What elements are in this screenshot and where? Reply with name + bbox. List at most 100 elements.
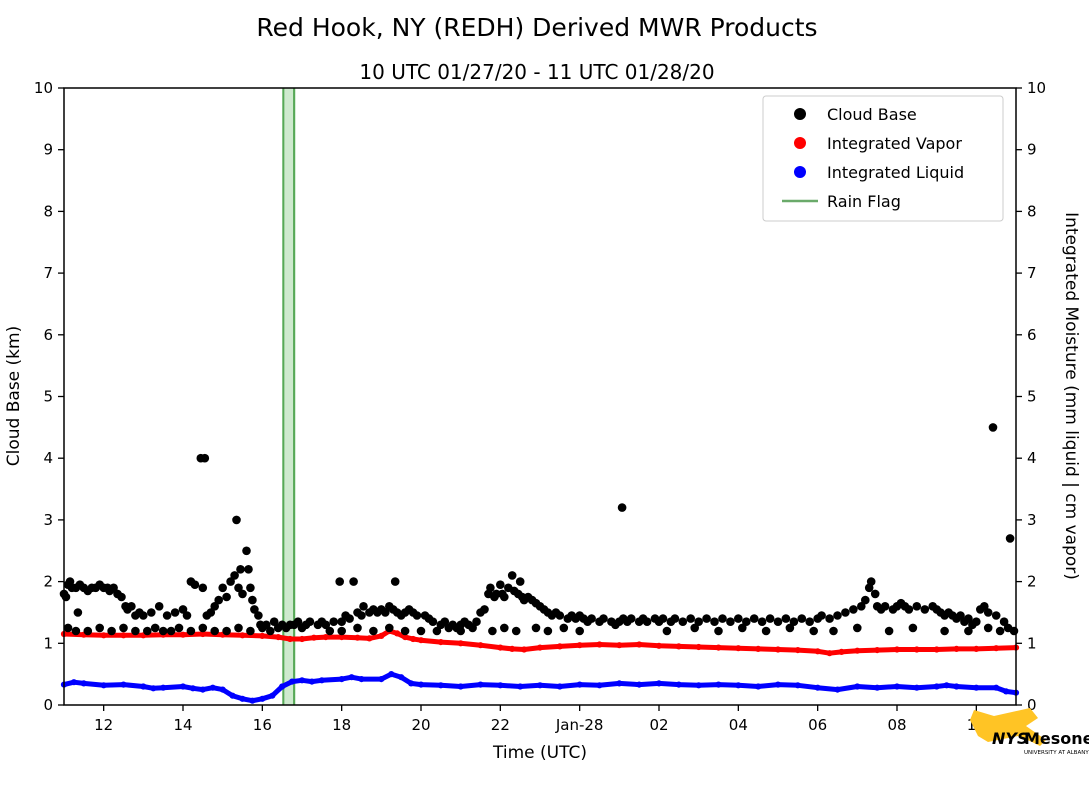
data-point	[179, 631, 187, 638]
cloud-base-point	[337, 626, 347, 636]
data-point	[249, 697, 256, 704]
cloud-base-point	[190, 580, 200, 589]
legend-box	[762, 95, 1004, 222]
y-left-tick-label: 9	[43, 141, 53, 159]
data-point	[675, 681, 682, 688]
cloud-base-point	[757, 617, 767, 626]
data-point	[394, 630, 401, 637]
cloud-base-point	[440, 617, 450, 626]
data-point	[576, 681, 583, 688]
integrated-vapor-marker-icon	[794, 137, 806, 149]
y-axis-left-label: Cloud Base (km)	[4, 326, 24, 466]
cloud-base-point	[139, 611, 148, 620]
data-point	[310, 634, 317, 641]
cloud-base-point	[186, 626, 196, 636]
cloud-base-point	[218, 583, 227, 593]
y-left-tick-label: 5	[43, 388, 53, 406]
data-point	[874, 647, 881, 654]
data-point	[189, 685, 196, 692]
data-point	[199, 630, 206, 638]
legend-item-rain-flag: Rain Flag	[782, 192, 901, 211]
cloud-base-point	[198, 583, 208, 593]
y-right-tick-label: 7	[1027, 264, 1037, 282]
cloud-base-point	[200, 453, 210, 463]
cloud-base-point	[63, 623, 73, 633]
data-point	[933, 683, 940, 690]
cloud-base-point	[559, 623, 569, 633]
cloud-base-point	[825, 614, 834, 623]
cloud-base-point	[131, 626, 140, 636]
cloud-base-point	[107, 626, 116, 636]
cloud-base-point	[349, 577, 358, 586]
cloud-base-point	[416, 626, 426, 636]
cloud-base-point	[543, 626, 553, 636]
legend: Cloud Base Integrated Vapor Integrated L…	[762, 95, 1004, 222]
cloud-base-point	[238, 589, 247, 599]
cloud-base-point	[861, 595, 870, 605]
cloud-base-point	[829, 626, 838, 636]
cloud-base-point	[781, 614, 791, 623]
x-tick-label: 06	[808, 716, 827, 734]
data-point	[322, 634, 329, 641]
data-point	[259, 695, 266, 702]
data-point	[199, 686, 206, 693]
logo-mesonet-text: Mesonet	[1024, 729, 1089, 748]
cloud-base-point	[773, 617, 783, 626]
y-right-tick-label: 10	[1027, 79, 1046, 97]
cloud-base-point	[246, 626, 255, 636]
cloud-base-point	[150, 623, 160, 633]
data-point	[735, 645, 742, 652]
data-point	[417, 681, 425, 688]
cloud-base-point	[61, 592, 71, 602]
y-left-tick-label: 2	[43, 573, 53, 591]
cloud-base-point	[761, 626, 771, 636]
cloud-base-point	[575, 626, 584, 636]
data-point	[1003, 688, 1010, 695]
cloud-base-point	[710, 617, 719, 626]
x-tick-label: 14	[173, 716, 192, 734]
data-point	[408, 680, 415, 687]
y-axis-right-label: Integrated Moisture (mm liquid | cm vapo…	[1061, 212, 1081, 580]
cloud-base-point	[329, 617, 339, 626]
data-point	[616, 680, 623, 687]
integrated-vapor-series	[60, 627, 1020, 657]
cloud-base-point	[412, 611, 422, 620]
cloud-base-point	[956, 611, 965, 620]
data-point	[120, 681, 127, 688]
data-point	[814, 648, 821, 655]
logo-nys-text: NYS	[992, 729, 1029, 748]
cloud-base-point	[983, 608, 993, 617]
data-point	[287, 635, 294, 643]
cloud-base-point	[817, 611, 826, 620]
rain-flag-rect	[282, 88, 296, 705]
cloud-base-point	[154, 602, 164, 611]
integrated-liquid-marker-icon	[794, 166, 806, 178]
cloud-base-point	[337, 617, 347, 626]
cloud-base-point	[662, 626, 672, 636]
legend-label-integrated-vapor: Integrated Vapor	[827, 134, 962, 153]
cloud-base-point	[325, 626, 335, 636]
data-point	[636, 641, 643, 648]
data-point	[100, 682, 107, 689]
cloud-base-point	[174, 623, 184, 633]
cloud-base-point	[269, 617, 279, 626]
data-point	[715, 681, 722, 688]
data-point	[239, 632, 246, 639]
cloud-base-point	[248, 595, 257, 605]
cloud-base-point	[940, 626, 949, 636]
data-point	[556, 683, 563, 690]
cloud-base-point	[694, 617, 703, 626]
cloud-base-point	[1009, 626, 1019, 636]
cloud-base-point	[230, 571, 239, 580]
cloud-base-point	[119, 623, 128, 633]
data-point	[358, 676, 365, 683]
data-point	[348, 674, 355, 681]
data-point	[279, 683, 286, 690]
integrated-liquid-series	[60, 671, 1020, 704]
data-point	[417, 637, 425, 644]
x-tick-label: 04	[729, 716, 748, 734]
data-point	[509, 645, 516, 653]
cloud-base-point	[472, 617, 481, 626]
cloud-base-point	[428, 617, 438, 626]
